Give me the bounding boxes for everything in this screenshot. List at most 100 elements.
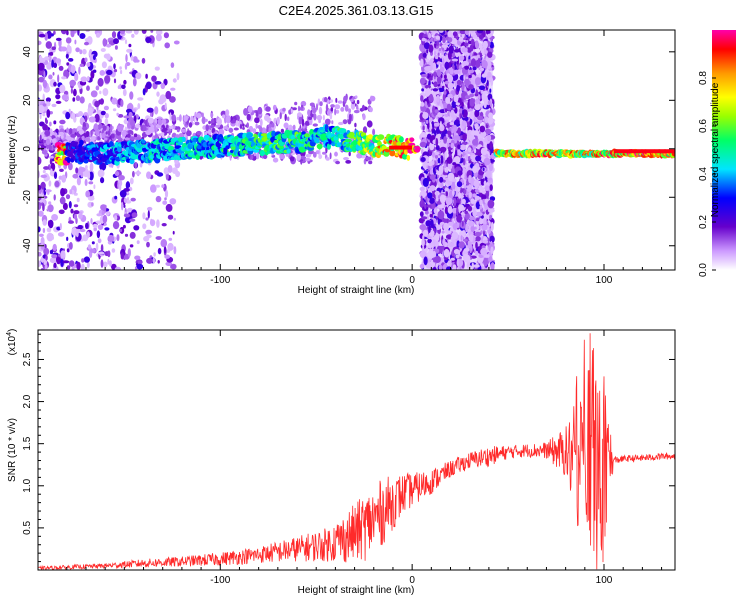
noise-blob (458, 108, 463, 114)
noise-blob (73, 210, 80, 215)
noise-blob (122, 224, 126, 229)
halo-blob (356, 99, 360, 105)
noise-blob (142, 88, 146, 96)
noise-blob (469, 97, 475, 107)
noise-blob (430, 30, 437, 33)
noise-blob (145, 217, 149, 221)
noise-blob (440, 155, 444, 164)
noise-blob (426, 214, 430, 221)
noise-blob (113, 69, 118, 73)
noise-blob (472, 138, 479, 146)
noise-blob (58, 125, 64, 129)
noise-blob (123, 79, 127, 85)
noise-blob (107, 234, 115, 243)
signal-blob (333, 135, 339, 141)
noise-blob (483, 157, 491, 166)
noise-blob (442, 58, 445, 67)
halo-blob (354, 122, 357, 128)
noise-blob (84, 37, 92, 42)
noise-blob (170, 62, 175, 68)
noise-blob (449, 68, 454, 75)
noise-blob (55, 100, 62, 104)
halo-blob (335, 97, 338, 103)
noise-blob (157, 247, 162, 255)
noise-blob (60, 250, 66, 259)
halo-blob (78, 130, 85, 135)
noise-blob (87, 107, 94, 116)
halo-blob (58, 131, 65, 136)
noise-blob (474, 123, 479, 130)
noise-blob (470, 38, 475, 46)
noise-blob (95, 85, 100, 91)
noise-blob (57, 232, 65, 237)
noise-blob (51, 46, 56, 50)
noise-blob (447, 180, 453, 187)
halo-blob (109, 135, 112, 140)
noise-blob (68, 162, 73, 171)
noise-blob (473, 44, 476, 50)
halo-blob (329, 99, 334, 103)
noise-blob (65, 53, 69, 59)
noise-blob (146, 171, 152, 179)
noise-blob (65, 111, 71, 120)
noise-blob (57, 74, 60, 83)
noise-blob (478, 34, 484, 40)
noise-blob (152, 257, 156, 264)
noise-blob (448, 260, 452, 267)
noise-blob (429, 185, 436, 192)
noise-blob (161, 184, 165, 189)
noise-blob (422, 112, 429, 119)
noise-blob (452, 189, 455, 197)
signal-blob (351, 145, 358, 152)
halo-blob (228, 127, 234, 133)
noise-blob (434, 109, 439, 113)
noise-blob (419, 186, 425, 192)
noise-blob (173, 217, 176, 221)
halo-blob (168, 130, 171, 136)
noise-blob (119, 228, 123, 233)
noise-blob (111, 248, 116, 253)
noise-blob (487, 116, 494, 125)
noise-blob (43, 70, 46, 80)
noise-blob (70, 88, 73, 94)
halo-blob (52, 138, 57, 144)
noise-blob (73, 88, 77, 97)
noise-blob (438, 30, 444, 33)
halo-blob (337, 100, 343, 104)
noise-blob (51, 59, 54, 68)
halo-blob (335, 160, 340, 165)
noise-blob (65, 194, 71, 200)
noise-blob (72, 173, 79, 179)
noise-blob (116, 234, 120, 242)
noise-blob (46, 227, 52, 233)
noise-blob (102, 88, 109, 96)
noise-blob (127, 248, 131, 258)
noise-blob (55, 37, 62, 42)
noise-blob (46, 232, 54, 242)
noise-blob (436, 69, 442, 77)
noise-blob (53, 194, 56, 201)
noise-blob (114, 171, 120, 177)
halo-blob (180, 128, 187, 133)
signal-blob (377, 141, 382, 147)
noise-blob (474, 250, 479, 256)
noise-blob (429, 93, 434, 103)
noise-blob (53, 171, 58, 179)
noise-blob (437, 204, 444, 209)
noise-blob (38, 33, 46, 38)
noise-blob (434, 122, 439, 127)
noise-blob (156, 91, 160, 97)
halo-blob (183, 121, 186, 125)
noise-blob (84, 178, 88, 187)
noise-blob (106, 69, 113, 75)
noise-blob (129, 231, 136, 239)
noise-blob (102, 38, 107, 47)
noise-blob (482, 90, 489, 95)
noise-blob (54, 180, 60, 188)
noise-blob (435, 35, 440, 40)
noise-blob (458, 64, 462, 70)
noise-blob (126, 48, 133, 53)
halo-blob (319, 101, 323, 107)
signal-blob (396, 141, 402, 147)
signal-blob (344, 138, 352, 143)
